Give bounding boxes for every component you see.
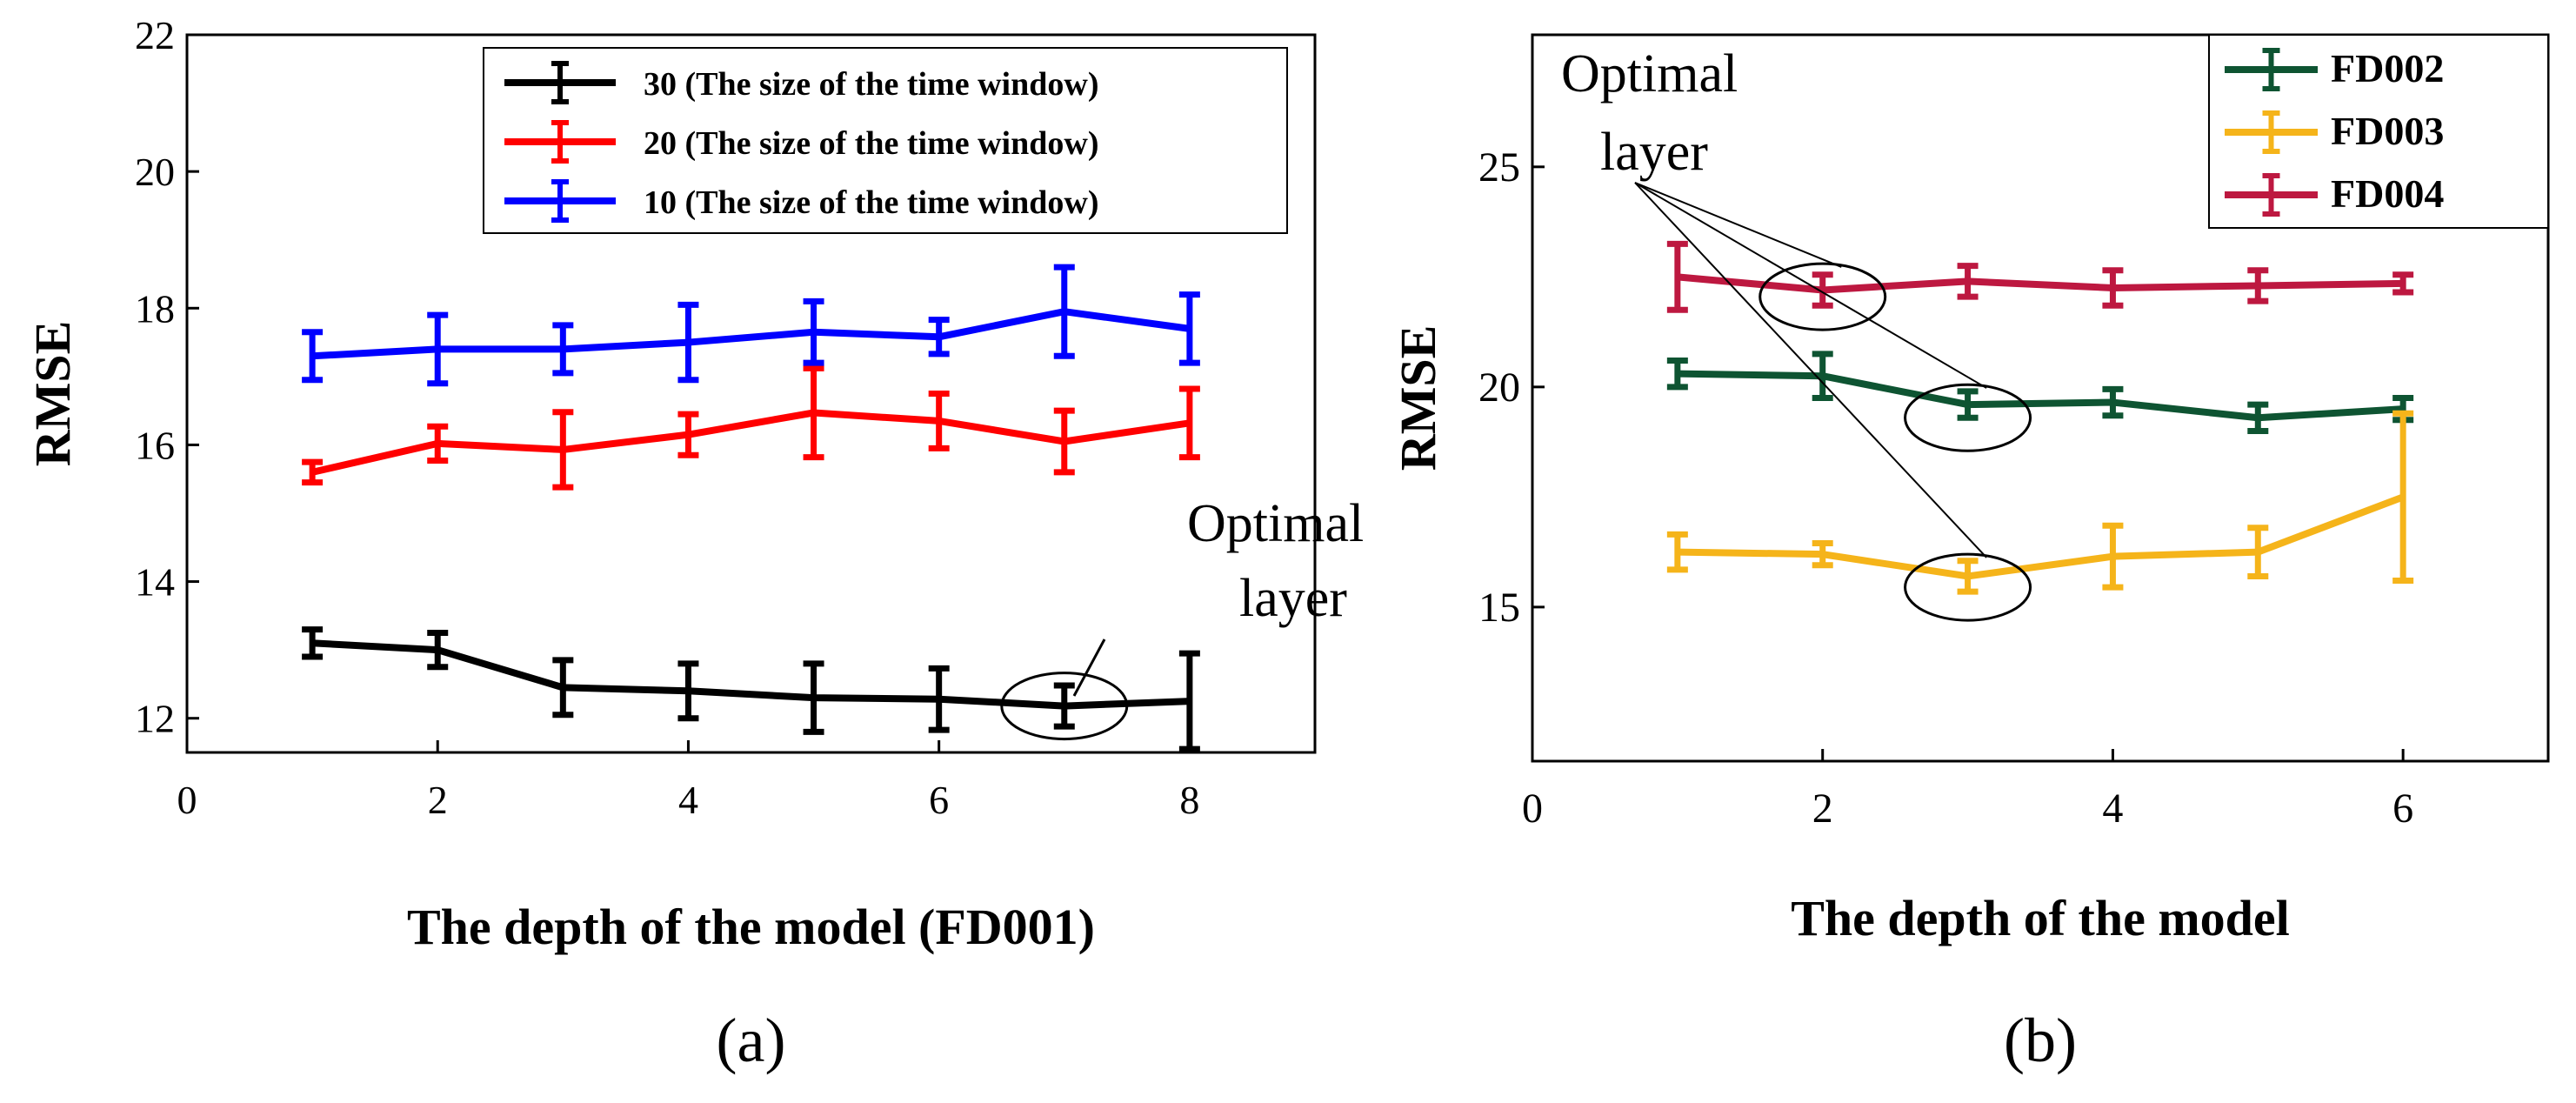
x-tick-label: 0	[1522, 785, 1543, 832]
data-point	[2112, 286, 2114, 289]
legend-entry: 20 (The size of the time window)	[644, 125, 1098, 162]
data-point	[938, 419, 940, 422]
series-line-10	[311, 308, 1191, 360]
data-point	[1966, 404, 1969, 406]
y-tick-label: 14	[135, 560, 175, 605]
y-tick-label: 12	[135, 697, 175, 741]
data-point	[437, 649, 439, 652]
x-tick-label: 4	[2102, 785, 2123, 832]
data-point	[311, 355, 314, 358]
x-tick-label: 8	[1179, 778, 1199, 822]
legend-entry: 30 (The size of the time window)	[644, 66, 1098, 103]
data-point	[437, 442, 439, 445]
annotation-leader-line	[1634, 182, 1987, 389]
data-point	[1966, 575, 1969, 578]
data-point	[437, 348, 439, 351]
legend-entry: FD004	[2331, 171, 2444, 216]
data-point	[562, 348, 564, 351]
data-point	[2402, 496, 2405, 498]
data-point	[2402, 282, 2405, 284]
data-point	[812, 411, 815, 414]
x-tick-label: 0	[177, 778, 197, 822]
data-point	[687, 341, 690, 344]
annotation-leader-line	[1634, 182, 1842, 268]
plot-frame	[1531, 33, 2550, 763]
data-point	[1966, 280, 1969, 283]
annotation-leader-line	[1634, 182, 1987, 558]
legend-box	[483, 47, 1288, 234]
annotation-text: layer	[1239, 569, 1347, 628]
data-point	[2257, 417, 2259, 419]
y-tick-label: 20	[1478, 364, 1520, 411]
y-tick-label: 15	[1478, 585, 1520, 631]
legend-entry: FD002	[2331, 46, 2444, 90]
data-point	[812, 331, 815, 333]
series-line-30	[311, 639, 1191, 710]
x-tick-label: 6	[929, 778, 949, 822]
x-axis-label: The depth of the model (FD001)	[407, 899, 1095, 955]
data-point	[1676, 551, 1678, 553]
annotation-text: Optimal	[1561, 44, 1738, 104]
data-point	[2257, 551, 2259, 553]
annotation-leader-line	[1072, 638, 1106, 697]
annotation-ellipse	[1904, 552, 2032, 622]
data-point	[1821, 289, 1824, 291]
x-tick-label: 2	[428, 778, 448, 822]
series-line-FD002	[1677, 370, 2404, 422]
data-point	[2257, 284, 2259, 287]
data-point	[311, 471, 314, 473]
y-tick-label: 20	[135, 150, 175, 194]
data-point	[938, 698, 940, 700]
data-point	[562, 448, 564, 451]
x-tick-label: 6	[2392, 785, 2413, 832]
data-point	[311, 642, 314, 645]
data-point	[1676, 276, 1678, 278]
panel-a: 12 14 16 18 20 22 0 2 4 6 8 RMSE The depth of the mo…	[24, 13, 1364, 1075]
series-line-20	[311, 409, 1191, 476]
data-point	[1821, 375, 1824, 378]
y-tick-label: 22	[135, 13, 175, 57]
y-tick-label: 16	[135, 423, 175, 467]
data-point	[562, 686, 564, 689]
x-tick-label: 4	[678, 778, 698, 822]
x-tick-label: 2	[1812, 785, 1833, 832]
data-point	[1188, 700, 1191, 703]
panel-label: (b)	[2004, 1006, 2077, 1075]
data-point	[1063, 311, 1065, 313]
data-point	[938, 336, 940, 338]
series-line-FD003	[1677, 493, 2405, 580]
series-line-FD004	[1677, 273, 2404, 294]
x-axis-label: The depth of the model	[1791, 890, 2290, 946]
annotation-ellipse	[1904, 383, 2032, 452]
annotation-ellipse	[1758, 262, 1887, 331]
legend-entry: FD003	[2331, 109, 2444, 153]
data-point	[812, 697, 815, 699]
data-point	[2112, 401, 2114, 404]
panel-b: 15 20 25 0 2 4 6 RMSE The depth of the model (b) F…	[1390, 33, 2550, 1075]
annotation-text: layer	[1600, 123, 1708, 182]
legend-entry: 10 (The size of the time window)	[644, 184, 1098, 221]
y-tick-label: 25	[1478, 144, 1520, 191]
data-point	[1676, 372, 1678, 375]
y-tick-label: 18	[135, 286, 175, 331]
data-point	[1063, 440, 1065, 443]
data-point	[1188, 327, 1191, 330]
panel-label: (a)	[717, 1006, 786, 1075]
data-point	[2402, 408, 2405, 411]
plot-frame	[185, 33, 1317, 754]
data-point	[687, 433, 690, 436]
y-axis-label: RMSE	[1390, 325, 1446, 471]
data-point	[2112, 555, 2114, 558]
data-point	[1821, 553, 1824, 556]
annotation-ellipse	[1000, 672, 1129, 741]
data-point	[687, 690, 690, 692]
y-axis-label: RMSE	[24, 321, 81, 467]
data-point	[1188, 422, 1191, 424]
data-point	[1063, 705, 1065, 707]
annotation-text: Optimal	[1187, 494, 1364, 553]
